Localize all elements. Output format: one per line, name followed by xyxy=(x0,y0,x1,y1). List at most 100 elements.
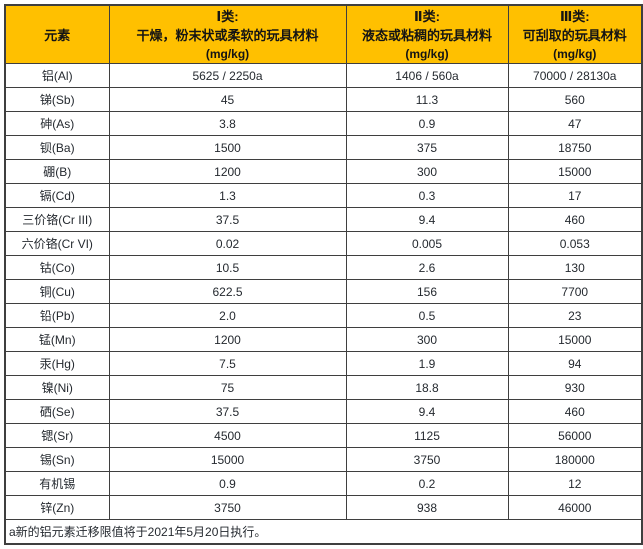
table-row: 硒(Se) 37.5 9.4 460 xyxy=(4,399,643,424)
class2-value-cell: 156 xyxy=(345,279,509,304)
element-name-cell: 锶(Sr) xyxy=(4,423,110,448)
class3-unit: (mg/kg) xyxy=(553,46,597,61)
class2-value-cell: 1406 / 560a xyxy=(345,63,509,88)
element-name-cell: 硼(B) xyxy=(4,159,110,184)
class1-value-cell: 2.0 xyxy=(108,303,347,328)
element-name-cell: 镉(Cd) xyxy=(4,183,110,208)
table-row: 有机锡 0.9 0.2 12 xyxy=(4,471,643,496)
header-cell-class3: Ⅲ类: 可刮取的玩具材料 (mg/kg) xyxy=(507,4,643,64)
class1-value-cell: 4500 xyxy=(108,423,347,448)
class2-value-cell: 0.9 xyxy=(345,111,509,136)
class1-value-cell: 7.5 xyxy=(108,351,347,376)
table-row: 砷(As) 3.8 0.9 47 xyxy=(4,111,643,136)
class1-value-cell: 37.5 xyxy=(108,207,347,232)
class3-value-cell: 70000 / 28130a xyxy=(507,63,643,88)
table-row: 钴(Co) 10.5 2.6 130 xyxy=(4,255,643,280)
class2-value-cell: 1125 xyxy=(345,423,509,448)
class3-description: 可刮取的玩具材料 xyxy=(522,27,627,43)
element-name-cell: 硒(Se) xyxy=(4,399,110,424)
element-name-cell: 砷(As) xyxy=(4,111,110,136)
class3-value-cell: 12 xyxy=(507,471,643,496)
class2-value-cell: 300 xyxy=(345,327,509,352)
header-element-label: 元素 xyxy=(44,28,71,43)
table-row: 锰(Mn) 1200 300 15000 xyxy=(4,327,643,352)
element-name-cell: 铅(Pb) xyxy=(4,303,110,328)
class1-value-cell: 0.9 xyxy=(108,471,347,496)
table-row: 钡(Ba) 1500 375 18750 xyxy=(4,135,643,160)
header-cell-class2: Ⅱ类: 液态或粘稠的玩具材料 (mg/kg) xyxy=(345,4,509,64)
class3-value-cell: 130 xyxy=(507,255,643,280)
table-row: 铅(Pb) 2.0 0.5 23 xyxy=(4,303,643,328)
class1-unit: (mg/kg) xyxy=(205,46,250,61)
class2-value-cell: 0.3 xyxy=(345,183,509,208)
class1-value-cell: 37.5 xyxy=(108,399,347,424)
element-name-cell: 有机锡 xyxy=(4,471,110,496)
class3-value-cell: 560 xyxy=(507,87,643,112)
table-row: 三价铬(Cr III) 37.5 9.4 460 xyxy=(4,207,643,232)
element-name-cell: 锑(Sb) xyxy=(4,87,110,112)
class2-description: 液态或粘稠的玩具材料 xyxy=(361,27,492,43)
table-row: 铜(Cu) 622.5 156 7700 xyxy=(4,279,643,304)
table-header: 元素 Ⅰ类: 干燥，粉末状或柔软的玩具材料 (mg/kg) Ⅱ类: 液态或粘稠的… xyxy=(4,4,643,64)
class3-value-cell: 460 xyxy=(507,207,643,232)
table-row: 锑(Sb) 45 11.3 560 xyxy=(4,87,643,112)
class3-value-cell: 94 xyxy=(507,351,643,376)
class1-value-cell: 622.5 xyxy=(108,279,347,304)
element-name-cell: 锰(Mn) xyxy=(4,327,110,352)
class2-value-cell: 0.005 xyxy=(345,231,509,256)
class2-value-cell: 18.8 xyxy=(345,375,509,400)
class1-value-cell: 5625 / 2250a xyxy=(108,63,347,88)
element-name-cell: 镍(Ni) xyxy=(4,375,110,400)
class2-unit: (mg/kg) xyxy=(405,46,449,61)
class2-value-cell: 300 xyxy=(345,159,509,184)
class1-value-cell: 1500 xyxy=(108,135,347,160)
table-row: 锌(Zn) 3750 938 46000 xyxy=(4,495,643,520)
class3-value-cell: 17 xyxy=(507,183,643,208)
table-footer: a新的铝元素迁移限值将于2021年5月20日执行。 xyxy=(4,519,643,545)
class3-value-cell: 46000 xyxy=(507,495,643,520)
class3-value-cell: 0.053 xyxy=(507,231,643,256)
element-name-cell: 铜(Cu) xyxy=(4,279,110,304)
header-row: 元素 Ⅰ类: 干燥，粉末状或柔软的玩具材料 (mg/kg) Ⅱ类: 液态或粘稠的… xyxy=(4,4,643,64)
class1-label: Ⅰ类: xyxy=(216,8,239,24)
element-migration-limits-table: 元素 Ⅰ类: 干燥，粉末状或柔软的玩具材料 (mg/kg) Ⅱ类: 液态或粘稠的… xyxy=(4,4,643,545)
element-name-cell: 锌(Zn) xyxy=(4,495,110,520)
table-row: 六价铬(Cr VI) 0.02 0.005 0.053 xyxy=(4,231,643,256)
class2-value-cell: 0.5 xyxy=(345,303,509,328)
class3-value-cell: 460 xyxy=(507,399,643,424)
class2-label: Ⅱ类: xyxy=(414,8,440,24)
class3-value-cell: 15000 xyxy=(507,159,643,184)
element-name-cell: 锡(Sn) xyxy=(4,447,110,472)
class2-value-cell: 9.4 xyxy=(345,207,509,232)
class1-value-cell: 15000 xyxy=(108,447,347,472)
class1-value-cell: 45 xyxy=(108,87,347,112)
table-row: 锡(Sn) 15000 3750 180000 xyxy=(4,447,643,472)
class1-value-cell: 3.8 xyxy=(108,111,347,136)
class3-label: Ⅲ类: xyxy=(559,8,590,24)
class2-value-cell: 938 xyxy=(345,495,509,520)
class2-value-cell: 3750 xyxy=(345,447,509,472)
class1-value-cell: 0.02 xyxy=(108,231,347,256)
header-cell-class1: Ⅰ类: 干燥，粉末状或柔软的玩具材料 (mg/kg) xyxy=(108,4,347,64)
class2-value-cell: 9.4 xyxy=(345,399,509,424)
class1-value-cell: 1200 xyxy=(108,327,347,352)
class3-value-cell: 15000 xyxy=(507,327,643,352)
table-body: 铝(Al) 5625 / 2250a 1406 / 560a 70000 / 2… xyxy=(4,63,643,520)
class1-value-cell: 1200 xyxy=(108,159,347,184)
element-name-cell: 钡(Ba) xyxy=(4,135,110,160)
element-name-cell: 三价铬(Cr III) xyxy=(4,207,110,232)
element-name-cell: 汞(Hg) xyxy=(4,351,110,376)
class3-value-cell: 47 xyxy=(507,111,643,136)
table-row: 铝(Al) 5625 / 2250a 1406 / 560a 70000 / 2… xyxy=(4,63,643,88)
table-row: 汞(Hg) 7.5 1.9 94 xyxy=(4,351,643,376)
class2-value-cell: 0.2 xyxy=(345,471,509,496)
class2-value-cell: 1.9 xyxy=(345,351,509,376)
table-row: 镍(Ni) 75 18.8 930 xyxy=(4,375,643,400)
class2-value-cell: 11.3 xyxy=(345,87,509,112)
class3-value-cell: 18750 xyxy=(507,135,643,160)
footnote-row: a新的铝元素迁移限值将于2021年5月20日执行。 xyxy=(4,519,643,545)
class3-value-cell: 180000 xyxy=(507,447,643,472)
class2-value-cell: 2.6 xyxy=(345,255,509,280)
header-cell-element: 元素 xyxy=(4,4,110,64)
